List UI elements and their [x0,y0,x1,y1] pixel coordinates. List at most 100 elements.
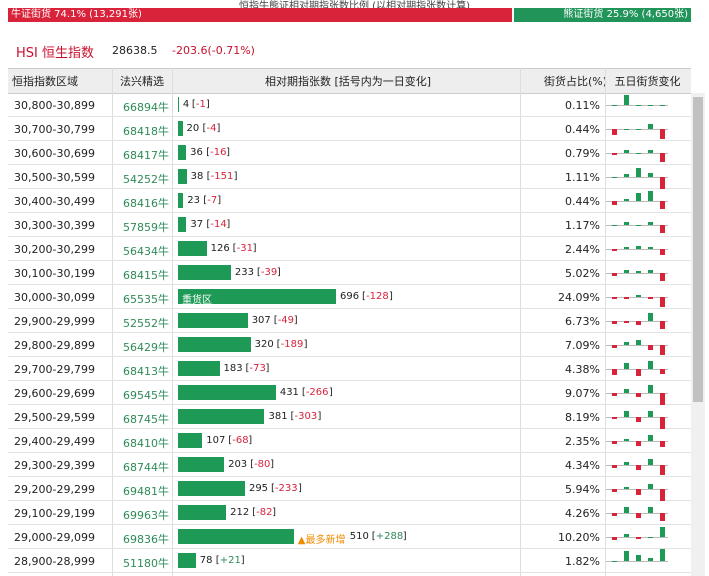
five-day-bar [648,313,653,321]
index-name: HSI 恒生指数 [16,46,94,61]
contracts: 320 [254,339,274,350]
five-day-bar [612,153,617,155]
bracket: [ [215,555,220,566]
code[interactable]: 56434牛 [123,245,169,258]
change: +288 [375,531,404,542]
code[interactable]: 69963牛 [123,509,169,522]
share: 0.79% [565,147,600,160]
code[interactable]: 57859牛 [123,221,169,234]
five-day-bar [612,489,617,492]
bracket: [ [270,483,275,494]
column-header: 恒指指数区域 [12,75,78,88]
five-day-axis [606,177,668,178]
five-day-bar [636,465,641,470]
five-day-bar [648,150,653,153]
code[interactable]: 68413牛 [123,365,169,378]
bracket: ] [240,555,245,566]
code[interactable]: 68410牛 [123,437,169,450]
bracket: [ [371,531,376,542]
share: 1.82% [565,555,600,568]
five-day-bar [648,507,653,513]
bracket: ] [216,123,221,134]
change: -7 [207,195,218,206]
bar [178,433,203,448]
bar [178,121,183,136]
code[interactable]: 52552牛 [123,317,169,330]
code[interactable]: 56429牛 [123,341,169,354]
share: 8.19% [565,411,600,424]
five-day-bar [624,95,629,105]
bar [178,385,276,400]
five-day-bar [648,124,653,129]
change: -151 [210,171,234,182]
five-day-bar [648,385,653,393]
row-line [8,452,691,453]
five-day-bar [612,225,617,226]
code[interactable]: 54252牛 [123,173,169,186]
five-day-bar [660,297,665,307]
five-day-bar [636,321,641,325]
five-day-bar [624,247,629,249]
code[interactable]: 68418牛 [123,125,169,138]
five-day-bar [612,297,617,299]
share: 1.17% [565,219,600,232]
bull-bar: 牛证街货 74.1% (13,291张) [8,8,513,22]
range: 30,700-30,799 [14,123,95,136]
five-day-bar [612,441,617,444]
bracket: [ [290,411,295,422]
contracts: 696 [340,291,360,302]
code[interactable]: 69836牛 [123,533,169,546]
column-divider [172,68,173,576]
five-day-bar [612,129,617,135]
five-day-bar [648,484,653,489]
code[interactable]: 68745牛 [123,413,169,426]
five-day-bar [612,177,617,178]
row-line [8,260,691,261]
change: -39 [260,267,278,278]
five-day-bar [612,249,617,251]
row-line [8,548,691,549]
change: +21 [219,555,241,566]
bracket: ] [226,147,231,158]
contracts: 107 [206,435,226,446]
code[interactable]: 68744牛 [123,461,169,474]
code[interactable]: 68417牛 [123,149,169,162]
five-day-bar [660,273,665,281]
code[interactable]: 68415牛 [123,269,169,282]
tag: 重货区 [182,295,212,306]
code[interactable]: 66894牛 [123,101,169,114]
code[interactable]: 69481牛 [123,485,169,498]
code[interactable]: 65535牛 [123,293,169,306]
bracket: ] [252,243,257,254]
five-day-bar [612,201,617,205]
bracket: ] [317,411,322,422]
bracket: ] [276,267,281,278]
five-day-bar [624,507,629,513]
five-day-bar [612,105,617,106]
row-line [8,428,691,429]
bracket: ] [205,99,210,110]
five-day-bar [636,153,641,154]
code[interactable]: 69545牛 [123,389,169,402]
bracket: [ [206,171,211,182]
bar [178,145,187,160]
five-day-bar [648,247,653,249]
bar [178,169,187,184]
share: 2.44% [565,243,600,256]
bracket: ] [265,363,270,374]
bar [178,289,336,304]
column-divider [112,68,113,576]
range: 29,700-29,799 [14,363,95,376]
row-line [8,524,691,525]
row-line [8,212,691,213]
contracts: 510 [349,531,369,542]
column-header: 五日街货变化 [614,75,681,88]
code[interactable]: 51180牛 [123,557,169,570]
five-day-axis [606,273,668,274]
share: 5.02% [565,267,600,280]
five-day-bar [660,465,665,475]
five-day-bar [624,462,629,465]
range: 30,500-30,599 [14,171,95,184]
range: 29,400-29,499 [14,435,95,448]
code[interactable]: 68416牛 [123,197,169,210]
